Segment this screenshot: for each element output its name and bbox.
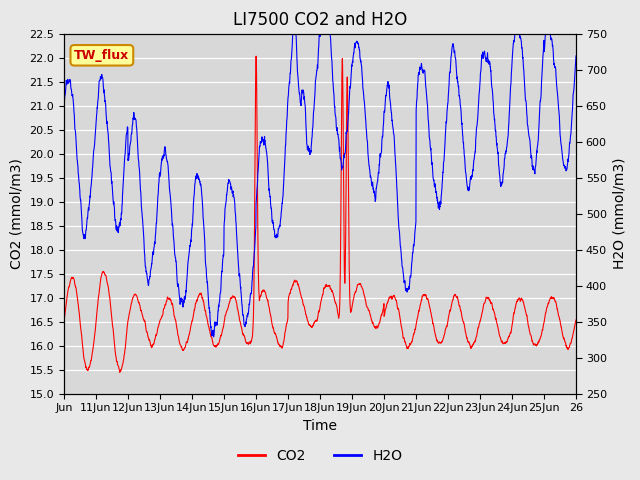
- Legend: CO2, H2O: CO2, H2O: [232, 443, 408, 468]
- Text: TW_flux: TW_flux: [74, 49, 129, 62]
- Title: LI7500 CO2 and H2O: LI7500 CO2 and H2O: [233, 11, 407, 29]
- Y-axis label: CO2 (mmol/m3): CO2 (mmol/m3): [10, 158, 24, 269]
- Y-axis label: H2O (mmol/m3): H2O (mmol/m3): [612, 158, 627, 269]
- X-axis label: Time: Time: [303, 419, 337, 433]
